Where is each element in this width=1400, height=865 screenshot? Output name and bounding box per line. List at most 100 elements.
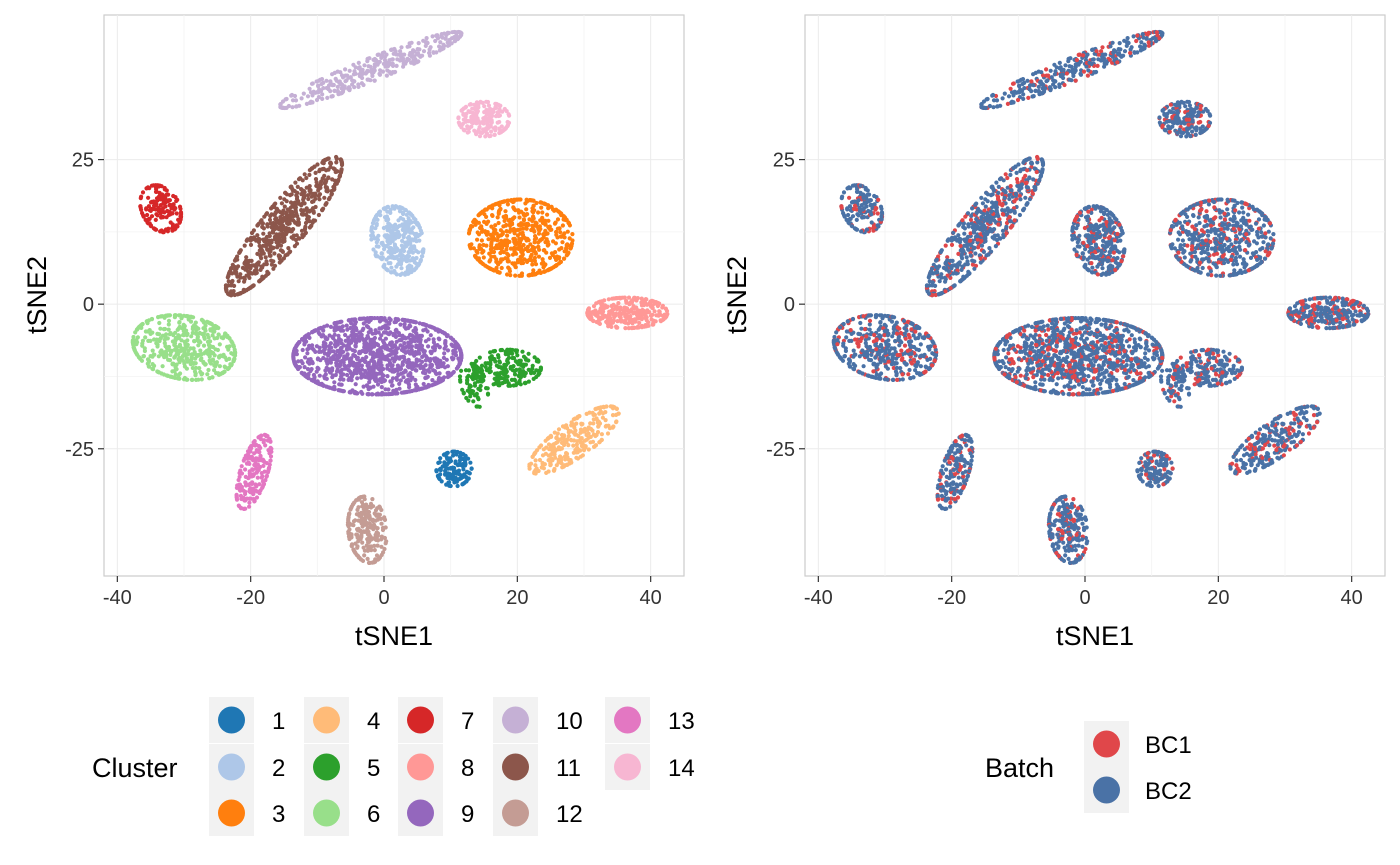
data-point	[307, 172, 312, 177]
data-point	[391, 351, 396, 356]
data-point	[369, 338, 374, 343]
data-point	[229, 283, 234, 288]
data-point	[532, 451, 537, 456]
data-point	[346, 515, 351, 520]
data-point	[499, 233, 504, 238]
data-point	[523, 380, 528, 386]
data-point	[530, 223, 535, 228]
data-point	[623, 326, 628, 331]
data-point	[473, 376, 479, 381]
data-point	[388, 61, 393, 67]
data-point	[401, 348, 406, 353]
data-point	[259, 218, 264, 223]
data-point	[469, 242, 474, 247]
data-point	[212, 329, 217, 334]
data-point	[544, 470, 549, 475]
data-point	[144, 206, 149, 211]
data-point	[158, 229, 163, 234]
data-point	[293, 205, 298, 210]
data-point	[387, 368, 393, 373]
data-point	[246, 460, 251, 465]
data-point	[204, 348, 209, 353]
data-point	[419, 343, 425, 348]
data-point	[427, 50, 432, 56]
data-point	[360, 494, 365, 499]
data-point	[149, 199, 154, 204]
data-point	[332, 70, 337, 75]
data-point	[545, 243, 550, 248]
data-point	[428, 45, 433, 50]
data-point	[342, 356, 347, 361]
data-point	[148, 338, 153, 343]
data-point	[264, 211, 270, 216]
data-point	[432, 348, 437, 353]
data-point	[415, 384, 420, 389]
data-point	[484, 243, 489, 248]
data-point	[257, 248, 262, 253]
data-point	[594, 301, 599, 306]
data-point	[156, 354, 161, 359]
data-point	[621, 308, 626, 313]
data-point	[407, 44, 412, 49]
data-point	[323, 202, 328, 207]
data-point	[376, 233, 381, 238]
data-point	[584, 411, 589, 416]
data-point	[500, 381, 505, 386]
data-point	[332, 185, 337, 190]
data-point	[614, 420, 619, 425]
data-point	[538, 270, 543, 275]
data-point	[451, 453, 456, 458]
data-point	[411, 350, 416, 356]
data-point	[196, 343, 201, 348]
data-point	[319, 77, 325, 82]
data-point	[177, 320, 182, 325]
data-point	[404, 228, 409, 233]
data-point	[425, 374, 430, 379]
data-point	[330, 375, 335, 380]
data-point	[269, 206, 274, 211]
data-point	[272, 202, 277, 207]
data-point	[433, 371, 438, 376]
data-point	[382, 515, 387, 520]
data-point	[409, 220, 414, 225]
data-point	[307, 184, 312, 189]
data-point	[539, 205, 544, 210]
data-point	[458, 453, 463, 458]
data-point	[309, 367, 314, 372]
data-point	[247, 504, 252, 509]
data-point	[555, 217, 561, 222]
data-point	[555, 235, 560, 240]
data-point	[178, 349, 183, 354]
data-point	[359, 530, 364, 536]
data-point	[597, 299, 603, 304]
data-point	[157, 320, 162, 326]
data-point	[259, 256, 264, 261]
data-point	[561, 433, 567, 438]
data-point	[373, 252, 378, 257]
data-point	[310, 166, 315, 171]
data-point	[216, 332, 221, 337]
data-point	[255, 475, 260, 480]
data-point	[546, 225, 551, 230]
data-point	[550, 207, 556, 212]
data-point	[523, 362, 529, 367]
data-point	[487, 251, 492, 256]
data-point	[377, 59, 382, 64]
data-point	[293, 180, 298, 185]
data-point	[140, 190, 146, 195]
data-point	[397, 205, 403, 210]
data-point	[394, 272, 399, 277]
data-point	[407, 385, 412, 390]
data-point	[367, 369, 372, 374]
data-point	[314, 97, 320, 103]
data-point	[560, 465, 565, 470]
data-point	[616, 301, 621, 306]
data-point	[315, 366, 320, 371]
data-point	[515, 233, 521, 238]
data-point	[478, 210, 484, 216]
data-point	[203, 362, 208, 367]
data-point	[412, 339, 417, 344]
data-point	[395, 262, 401, 267]
data-point	[245, 269, 251, 274]
data-point	[339, 91, 344, 96]
